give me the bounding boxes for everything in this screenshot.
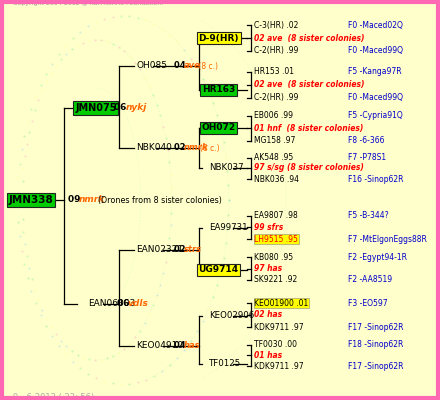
Text: (8 c.): (8 c.) [196, 62, 218, 70]
Text: JMN338: JMN338 [8, 195, 53, 205]
Text: AK548 .95: AK548 .95 [254, 154, 293, 162]
Text: strs: strs [183, 246, 202, 254]
Text: TF0030 .00: TF0030 .00 [254, 340, 297, 349]
Text: 04: 04 [174, 342, 188, 350]
Text: HR163: HR163 [202, 86, 235, 94]
Text: 99 sfrs: 99 sfrs [254, 223, 283, 232]
Text: F8 -6-366: F8 -6-366 [348, 136, 384, 145]
Text: F5 -B-344?: F5 -B-344? [348, 212, 388, 220]
Text: 02: 02 [174, 246, 188, 254]
Text: F17 -Sinop62R: F17 -Sinop62R [348, 362, 403, 371]
Text: nykj: nykj [125, 104, 147, 112]
Text: EA99731: EA99731 [209, 224, 248, 232]
Text: 02 ave  (8 sister colonies): 02 ave (8 sister colonies) [254, 34, 365, 42]
Text: KEO04910: KEO04910 [136, 342, 183, 350]
Text: OH072: OH072 [202, 124, 236, 132]
Text: nmrk: nmrk [183, 144, 208, 152]
Text: 02 has: 02 has [254, 310, 282, 319]
Text: 09: 09 [68, 196, 84, 204]
Text: F3 -EO597: F3 -EO597 [348, 299, 387, 308]
Text: 02 ave  (8 sister colonies): 02 ave (8 sister colonies) [254, 80, 365, 89]
Text: F2 -Egypt94-1R: F2 -Egypt94-1R [348, 253, 407, 262]
Text: has: has [183, 342, 200, 350]
Text: C-3(HR) .02: C-3(HR) .02 [254, 21, 299, 30]
Text: KB080 .95: KB080 .95 [254, 253, 293, 262]
Text: D-9(HR): D-9(HR) [198, 34, 239, 42]
Text: F7 -P78S1: F7 -P78S1 [348, 154, 386, 162]
Text: KDK9711 .97: KDK9711 .97 [254, 362, 304, 371]
Text: EAN02321: EAN02321 [136, 246, 183, 254]
Text: EA9807 .98: EA9807 .98 [254, 212, 298, 220]
Text: F0 -Maced02Q: F0 -Maced02Q [348, 21, 403, 30]
Text: NBK036 .94: NBK036 .94 [254, 175, 299, 184]
Text: 02: 02 [174, 144, 188, 152]
Text: JMN075: JMN075 [75, 103, 117, 113]
Text: F18 -Sinop62R: F18 -Sinop62R [348, 340, 403, 349]
Text: KDK9711 .97: KDK9711 .97 [254, 323, 304, 332]
Text: F5 -Kanga97R: F5 -Kanga97R [348, 68, 401, 76]
Text: NBK037: NBK037 [209, 164, 244, 172]
Text: TF0125: TF0125 [209, 360, 241, 368]
Text: F7 -MtElgonEggs88R: F7 -MtElgonEggs88R [348, 235, 426, 244]
Text: F16 -Sinop62R: F16 -Sinop62R [348, 175, 403, 184]
Text: ave: ave [183, 62, 200, 70]
Text: C-2(HR) .99: C-2(HR) .99 [254, 93, 299, 102]
Text: KEO02906: KEO02906 [209, 312, 254, 320]
Text: 9-  6-2012 ( 23: 56): 9- 6-2012 ( 23: 56) [13, 393, 95, 400]
Text: Copyright 2004-2012 @ Karl Kehrle Foundation.: Copyright 2004-2012 @ Karl Kehrle Founda… [13, 1, 163, 6]
Text: EB006 .99: EB006 .99 [254, 111, 293, 120]
Text: F17 -Sinop62R: F17 -Sinop62R [348, 323, 403, 332]
Text: SK9221 .92: SK9221 .92 [254, 276, 297, 284]
Text: 06: 06 [114, 104, 130, 112]
Text: KEO01900 .01: KEO01900 .01 [254, 299, 308, 308]
Text: F0 -Maced99Q: F0 -Maced99Q [348, 93, 403, 102]
Text: vdls: vdls [128, 300, 148, 308]
Text: MG158 .97: MG158 .97 [254, 136, 296, 145]
Text: F0 -Maced99Q: F0 -Maced99Q [348, 46, 403, 55]
Text: OH085: OH085 [136, 62, 167, 70]
Text: nmrk: nmrk [79, 196, 106, 204]
Text: 97 s/sg (8 sister colonies): 97 s/sg (8 sister colonies) [254, 164, 364, 172]
Text: EAN06303: EAN06303 [88, 300, 135, 308]
Text: NBK040: NBK040 [136, 144, 172, 152]
Text: (8 c.): (8 c.) [200, 144, 220, 152]
Text: HR153 .01: HR153 .01 [254, 68, 294, 76]
Text: 01 has: 01 has [254, 351, 282, 360]
Text: 97 has: 97 has [254, 264, 282, 273]
Text: (Drones from 8 sister colonies): (Drones from 8 sister colonies) [98, 196, 222, 204]
Text: F2 -AA8519: F2 -AA8519 [348, 276, 392, 284]
Text: 06: 06 [117, 300, 132, 308]
Text: UG9714: UG9714 [198, 266, 239, 274]
Text: F5 -Cypria91Q: F5 -Cypria91Q [348, 111, 402, 120]
Text: LH9515 .95: LH9515 .95 [254, 235, 298, 244]
Text: 01 hnf  (8 sister colonies): 01 hnf (8 sister colonies) [254, 124, 364, 132]
Text: C-2(HR) .99: C-2(HR) .99 [254, 46, 299, 55]
Text: 04: 04 [174, 62, 188, 70]
